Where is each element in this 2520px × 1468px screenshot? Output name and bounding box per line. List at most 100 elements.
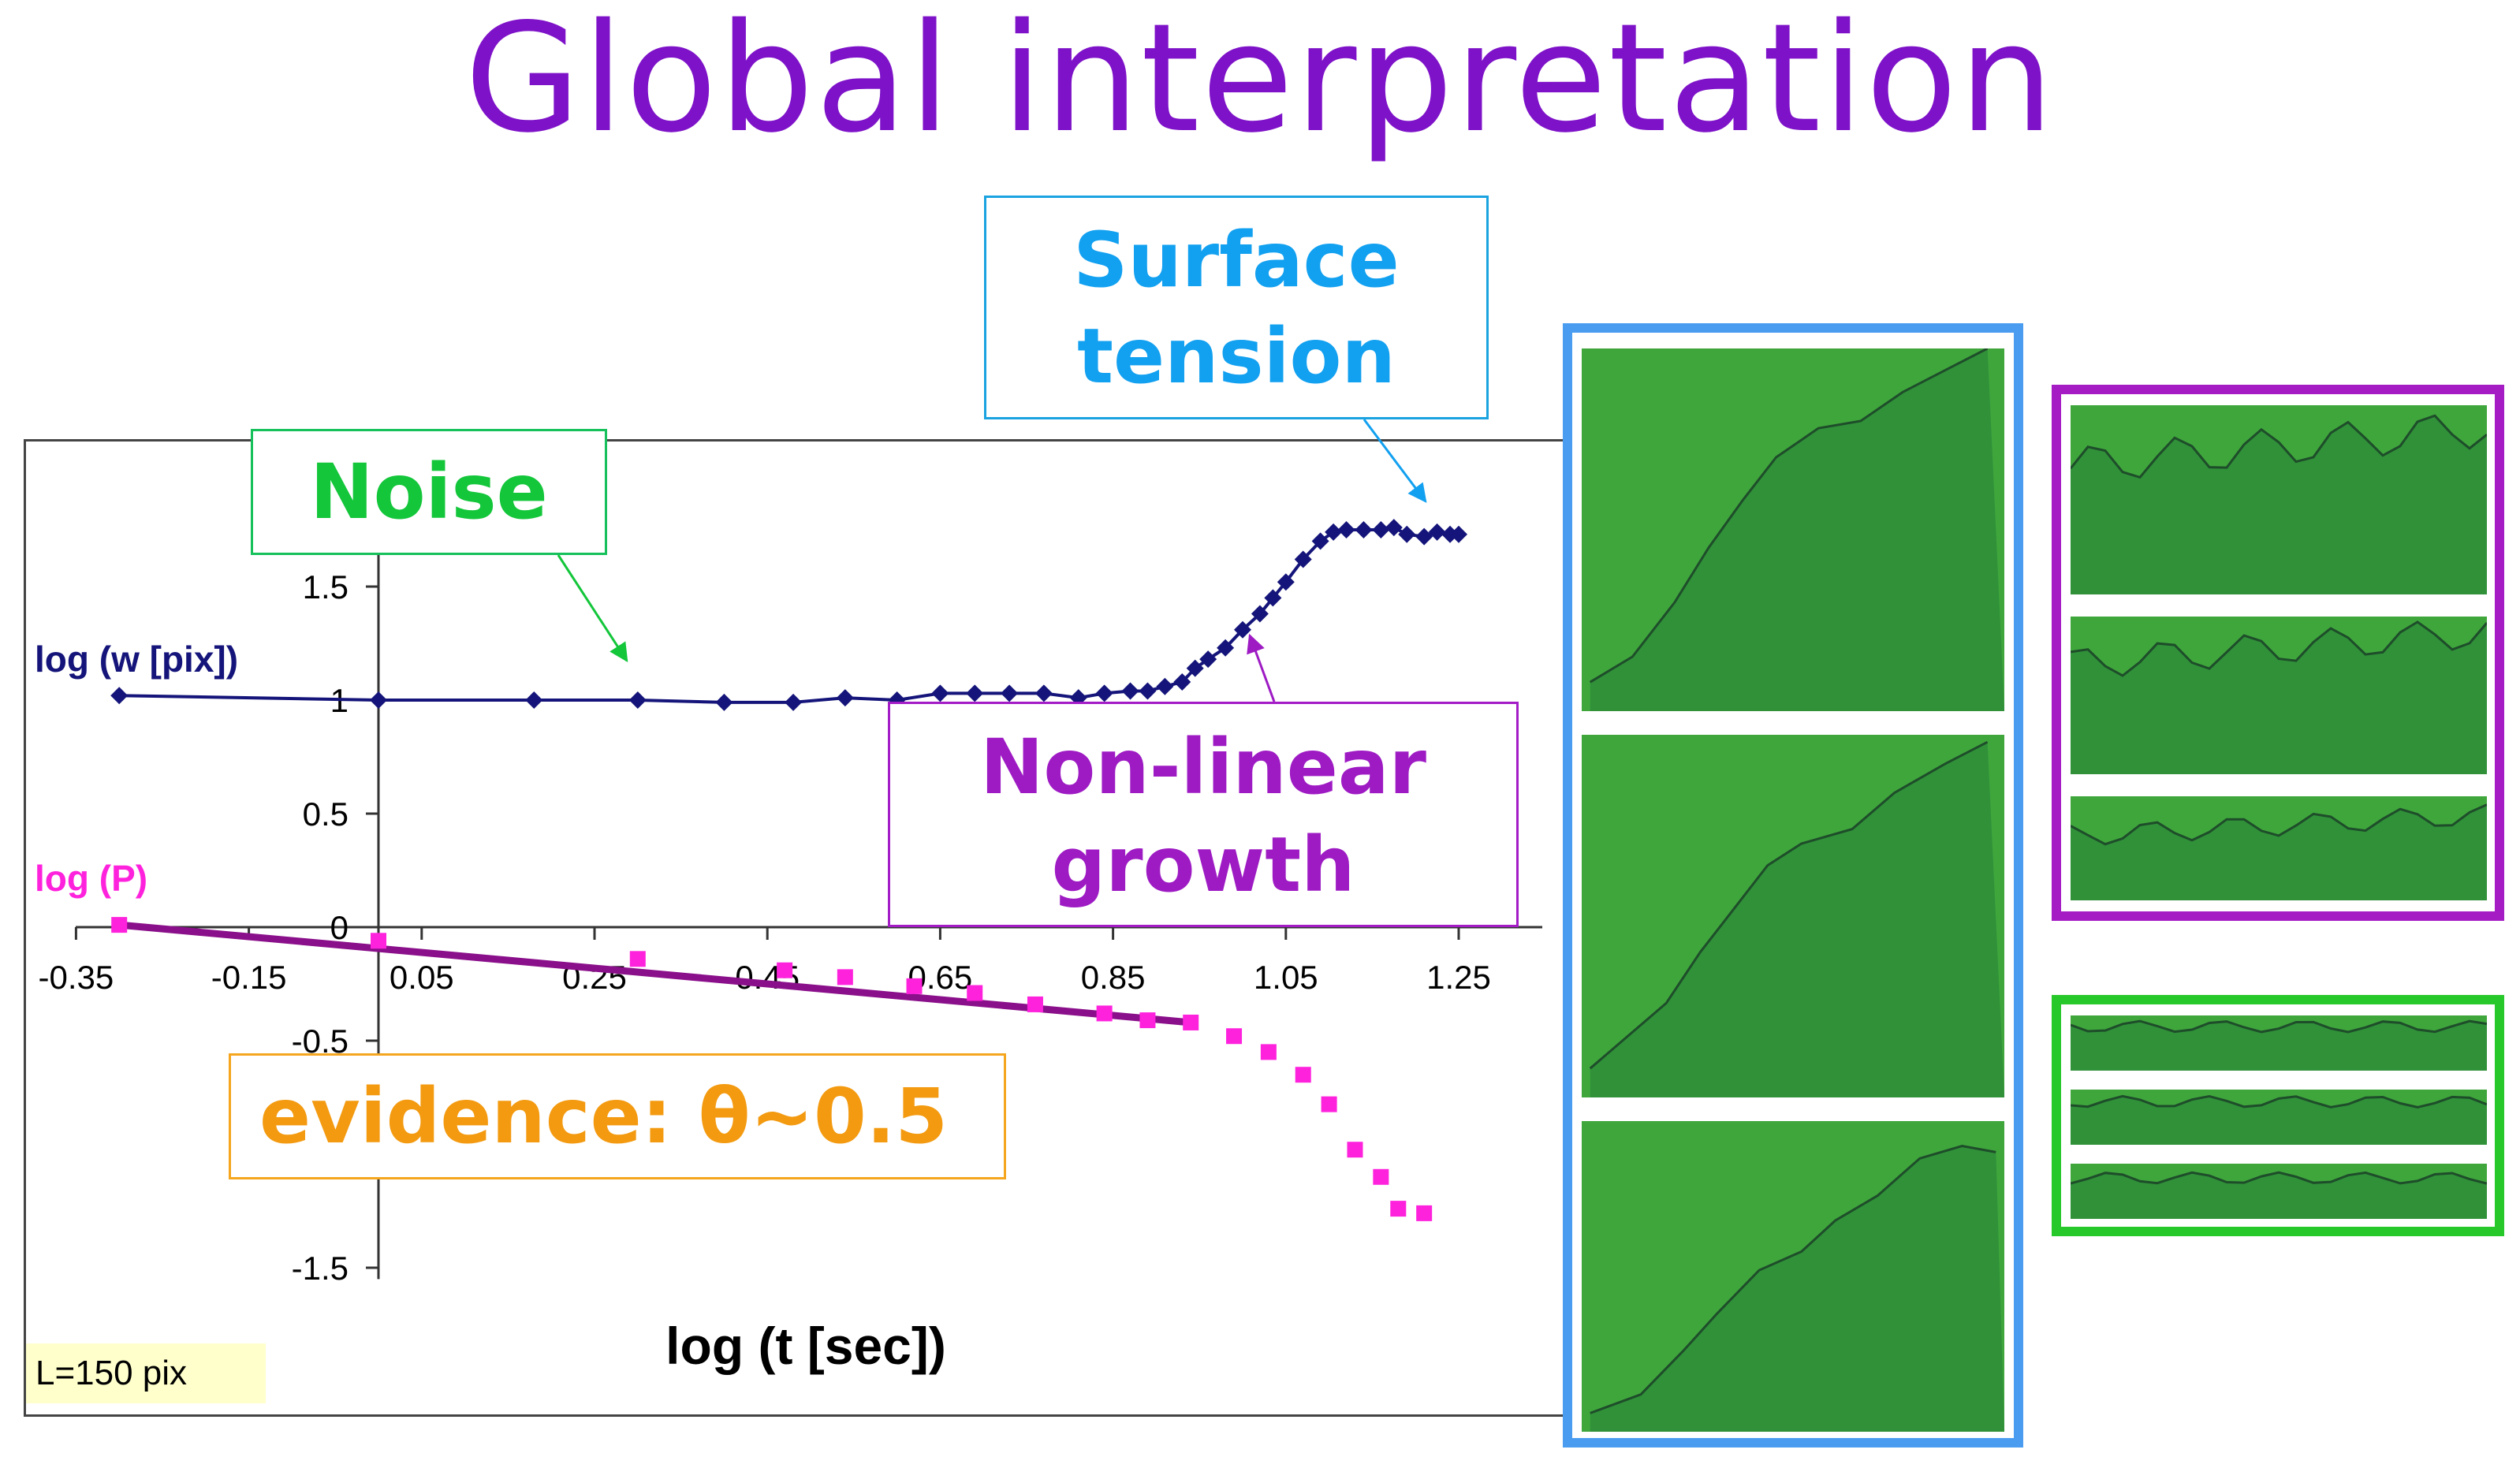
data-point-w (1034, 684, 1053, 702)
surface-tension-callout: Surface tension (984, 196, 1489, 419)
data-point-w (1277, 573, 1295, 591)
x-tick-label: -0.15 (211, 959, 287, 996)
invaded-region (1590, 348, 2004, 711)
slide-title: Global interpretation (464, 0, 2056, 166)
x-tick-label: 0.05 (390, 959, 454, 996)
data-point-w (1186, 659, 1204, 677)
data-point-p (1321, 1096, 1337, 1112)
invaded-region (2071, 621, 2487, 774)
nonlinear-line1: Non-linear (980, 723, 1426, 811)
data-point-w (110, 687, 129, 705)
interface-image (2071, 1015, 2487, 1071)
interface-image (2071, 1090, 2487, 1145)
data-point-p (1226, 1028, 1243, 1045)
interface-front (1589, 740, 1989, 1070)
interface-front (2071, 414, 2487, 479)
series-label-p: log (P) (35, 858, 147, 899)
data-point-p (837, 969, 853, 985)
system-size-label: L=150 pix (26, 1343, 266, 1403)
series-label-w: log (w [pix]) (35, 639, 238, 680)
interface-images-green-frame (2052, 995, 2504, 1236)
surface-tension-line1: Surface (1073, 216, 1400, 304)
data-point-w (931, 684, 949, 702)
interface-front (2071, 620, 2487, 677)
data-point-p (1260, 1044, 1277, 1060)
noise-callout: Noise (251, 429, 607, 555)
interface-image (2071, 617, 2487, 774)
interface-image (1582, 1121, 2004, 1432)
invaded-region (2071, 415, 2487, 594)
data-point-p (1390, 1201, 1407, 1217)
data-point-w (1337, 521, 1355, 538)
evidence-callout: evidence: θ~0.5 (229, 1053, 1006, 1179)
interface-front (2071, 803, 2487, 846)
data-point-w (1385, 519, 1403, 537)
data-point-p (1027, 996, 1043, 1012)
surface-tension-line2: tension (1077, 312, 1396, 401)
nonlinear-growth-callout: Non-linear growth (888, 702, 1519, 927)
interface-image (1582, 348, 2004, 711)
data-point-w (525, 691, 543, 709)
invaded-region (2071, 1096, 2487, 1145)
interface-front (1590, 1144, 1996, 1414)
data-point-w (1199, 650, 1217, 669)
data-point-w (1001, 684, 1019, 702)
y-tick-label: 0.5 (303, 795, 349, 833)
data-point-p (371, 933, 386, 949)
interface-image (2071, 405, 2487, 594)
data-point-w (785, 693, 803, 711)
x-axis-title: log (t [sec]) (665, 1317, 946, 1375)
data-point-w (1355, 521, 1373, 538)
interface-front (2071, 1094, 2487, 1108)
x-tick-label: -0.35 (39, 959, 114, 996)
y-tick-label: -1.5 (292, 1250, 349, 1287)
data-point-p (629, 951, 646, 967)
data-point-p (1416, 1205, 1433, 1221)
callout-pointers (557, 419, 1427, 702)
data-point-p (1096, 1005, 1113, 1022)
x-tick-label: 1.05 (1254, 959, 1318, 996)
interface-image-render (2071, 617, 2487, 774)
chart: -0.35 -0.15 0.05 0.25 0.45 0.65 0.85 1.05 1.251.… (35, 419, 1542, 1375)
x-tick-label: 0.85 (1081, 959, 1146, 996)
data-point-p (1373, 1168, 1389, 1185)
data-point-p (967, 985, 983, 1001)
interface-image-render (2071, 1015, 2487, 1071)
interface-image-render (2071, 796, 2487, 900)
data-point-p (777, 962, 793, 978)
data-point-p (1295, 1067, 1311, 1083)
data-point-w (1372, 521, 1390, 538)
data-point-w (1251, 605, 1269, 623)
data-point-w (966, 684, 984, 702)
data-point-p (1347, 1142, 1363, 1158)
interface-image-render (1582, 735, 2004, 1097)
data-point-w (1428, 523, 1446, 541)
data-point-w (1173, 673, 1191, 691)
data-point-w (1264, 589, 1282, 607)
interface-front (1589, 348, 1989, 684)
data-point-w (715, 693, 733, 711)
invaded-region (2071, 1021, 2487, 1071)
axis-labels: log (w [pix]) log (P) log (t [sec]) (35, 639, 946, 1375)
noise-pointer (557, 554, 628, 663)
data-point-w (1415, 527, 1433, 546)
interface-image-render (2071, 405, 2487, 594)
invaded-region (2071, 1172, 2487, 1219)
data-point-w (1398, 525, 1416, 543)
surface-tension-pointer (1363, 419, 1427, 503)
interface-image-render (1582, 1121, 2004, 1432)
x-tick-label: 1.25 (1426, 959, 1491, 996)
data-point-w (1325, 523, 1343, 541)
data-point-p (111, 917, 128, 933)
data-point-p (906, 978, 923, 994)
nonlinear-pointer (1247, 633, 1276, 702)
interface-front (2071, 1019, 2487, 1034)
fit-line (115, 921, 1195, 1026)
interface-images-blue-frame (1563, 323, 2023, 1448)
interface-image (2071, 796, 2487, 900)
interface-front (2071, 1171, 2487, 1185)
data-point-w (1156, 677, 1174, 695)
interface-image (2071, 1164, 2487, 1219)
data-point-p (1183, 1014, 1199, 1030)
data-point-w (1121, 682, 1139, 700)
